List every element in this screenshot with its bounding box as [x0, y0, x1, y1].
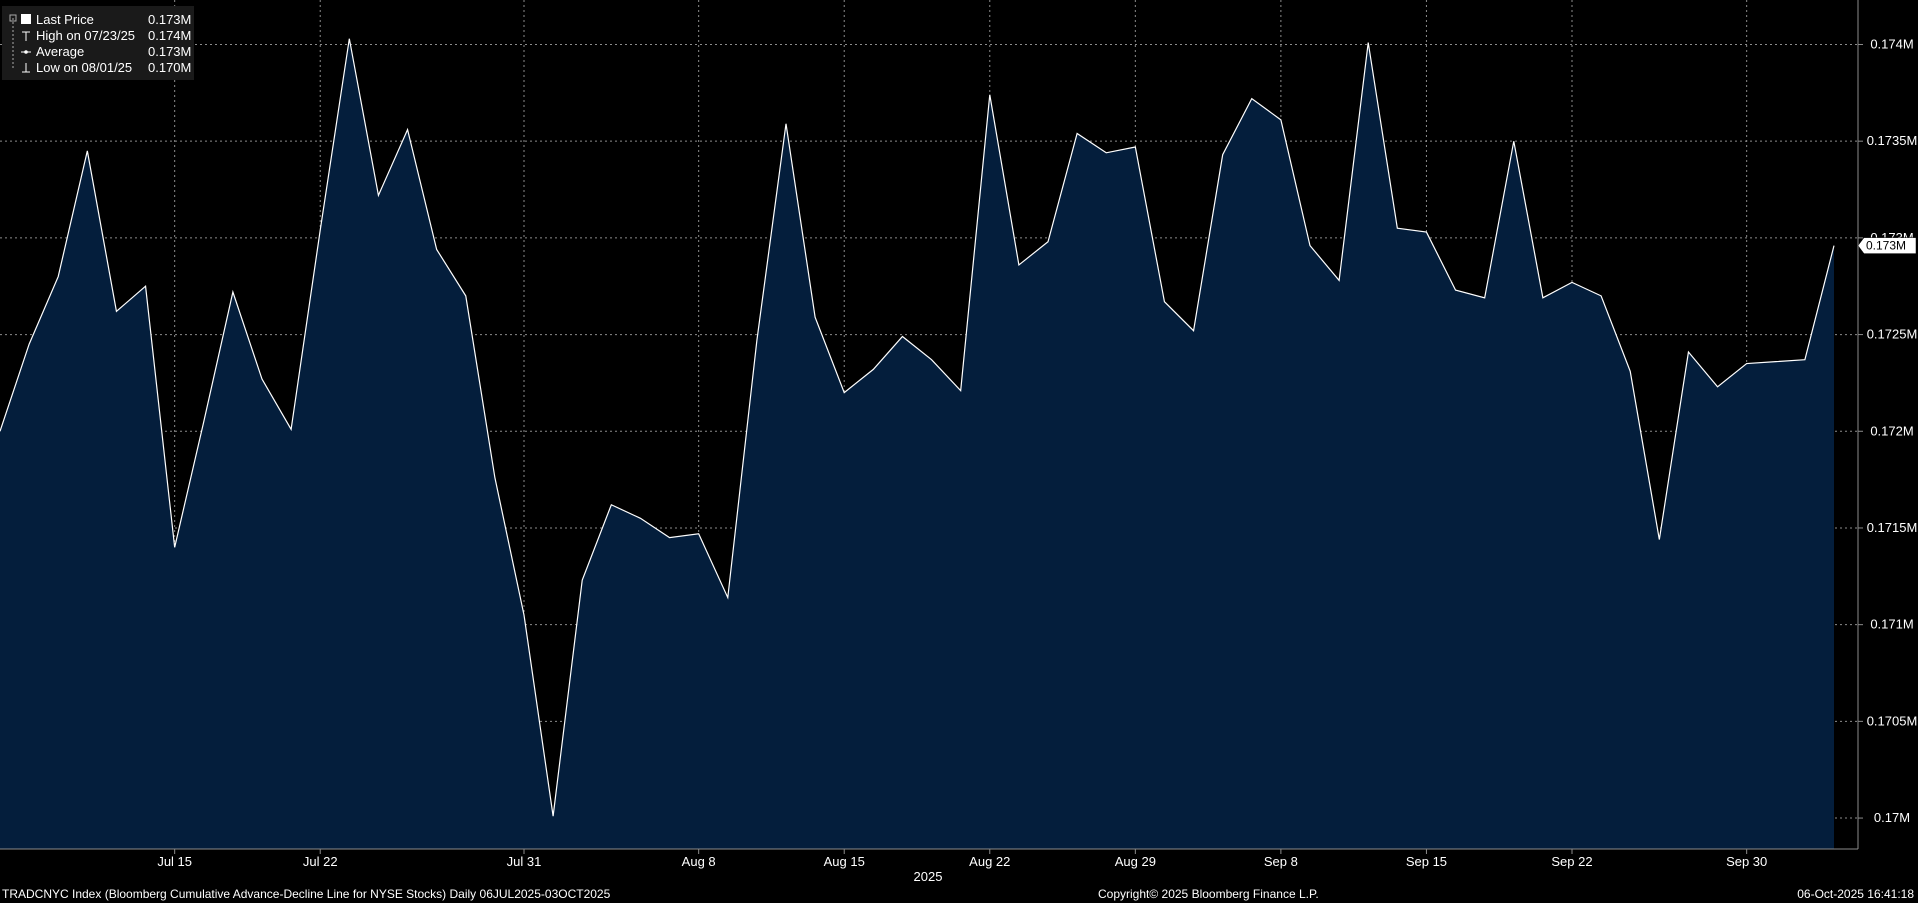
x-tick-label: Jul 31	[507, 854, 542, 869]
legend-item-high: High on 07/23/25 0.174M	[22, 28, 191, 43]
y-tick-label: 0.1715M	[1867, 520, 1918, 535]
legend-label: Average	[36, 44, 84, 59]
collapse-icon	[9, 14, 17, 22]
footer-copyright: Copyright© 2025 Bloomberg Finance L.P.	[1098, 887, 1319, 901]
high-marker-icon	[22, 31, 30, 41]
legend-label: Low on 08/01/25	[36, 60, 132, 75]
y-axis-ticks: 0.17M 0.1705M 0.171M 0.1715M 0.172M 0.1725M 0.…	[1858, 36, 1917, 825]
legend-value: 0.173M	[148, 44, 191, 59]
x-tick-label: Aug 29	[1115, 854, 1156, 869]
last-price-tag-label: 0.173M	[1866, 239, 1906, 253]
x-axis-ticks: Jul 15 Jul 22 Jul 31 Aug 8 Aug 15 Aug 22 Aug 2…	[157, 849, 1767, 869]
x-tick-label: Aug 8	[682, 854, 716, 869]
legend-label: Last Price	[36, 12, 94, 27]
legend-item-low: Low on 08/01/25 0.170M	[22, 60, 191, 75]
x-tick-label: Sep 15	[1406, 854, 1447, 869]
y-tick-label: 0.1705M	[1867, 713, 1918, 728]
y-tick-label: 0.1735M	[1867, 133, 1918, 148]
legend-value: 0.174M	[148, 28, 191, 43]
x-tick-label: Aug 22	[969, 854, 1010, 869]
series-area-fill	[0, 38, 1834, 850]
y-tick-label: 0.17M	[1874, 810, 1910, 825]
legend-background	[2, 6, 194, 80]
year-label: 2025	[914, 869, 943, 884]
footer-timestamp: 06-Oct-2025 16:41:18	[1797, 887, 1914, 901]
x-tick-label: Sep 8	[1264, 854, 1298, 869]
footer-description: TRADCNYC Index (Bloomberg Cumulative Adv…	[2, 887, 611, 901]
low-marker-icon	[22, 63, 30, 73]
x-tick-label: Aug 15	[824, 854, 865, 869]
y-tick-label: 0.1725M	[1867, 327, 1918, 342]
last-price-tag: 0.173M	[1857, 237, 1917, 254]
y-tick-label: 0.174M	[1870, 36, 1913, 51]
x-tick-label: Jul 22	[303, 854, 338, 869]
x-tick-label: Jul 15	[157, 854, 192, 869]
legend: Last Price 0.173M High on 07/23/25 0.174…	[2, 6, 194, 80]
footer: TRADCNYC Index (Bloomberg Cumulative Adv…	[2, 887, 1914, 901]
y-tick-label: 0.171M	[1870, 617, 1913, 632]
last-price-tag-shape	[1857, 237, 1917, 254]
legend-label: High on 07/23/25	[36, 28, 135, 43]
series-line	[0, 38, 1835, 817]
legend-item-last-price: Last Price 0.173M	[9, 12, 191, 27]
legend-item-average: Average 0.173M	[21, 44, 191, 59]
x-tick-label: Sep 22	[1551, 854, 1592, 869]
legend-value: 0.170M	[148, 60, 191, 75]
average-marker-icon	[21, 50, 31, 54]
x-tick-label: Sep 30	[1726, 854, 1767, 869]
filled-square-icon	[21, 14, 31, 24]
series-area	[0, 38, 1835, 850]
y-tick-label: 0.172M	[1870, 423, 1913, 438]
legend-value: 0.173M	[148, 12, 191, 27]
